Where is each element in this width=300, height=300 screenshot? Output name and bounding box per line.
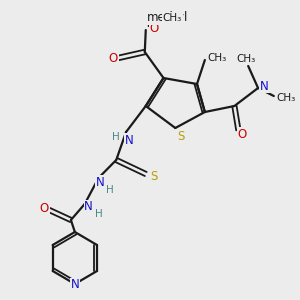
Text: O: O	[109, 52, 118, 65]
Text: CH₃: CH₃	[163, 13, 182, 23]
Text: S: S	[150, 169, 157, 182]
Text: N: N	[124, 134, 134, 146]
Text: S: S	[178, 130, 185, 143]
Text: N: N	[84, 200, 93, 214]
Text: N: N	[70, 278, 79, 292]
Text: O: O	[150, 22, 159, 35]
Text: H: H	[94, 209, 102, 219]
Text: N: N	[96, 176, 105, 188]
Text: H: H	[112, 132, 120, 142]
Text: methyl: methyl	[147, 11, 188, 25]
Text: O: O	[238, 128, 247, 140]
Text: CH₃: CH₃	[277, 93, 296, 103]
Text: CH₃: CH₃	[208, 53, 227, 63]
Text: O: O	[40, 202, 49, 214]
Text: H: H	[106, 185, 114, 195]
Text: CH₃: CH₃	[237, 54, 256, 64]
Text: N: N	[260, 80, 269, 92]
